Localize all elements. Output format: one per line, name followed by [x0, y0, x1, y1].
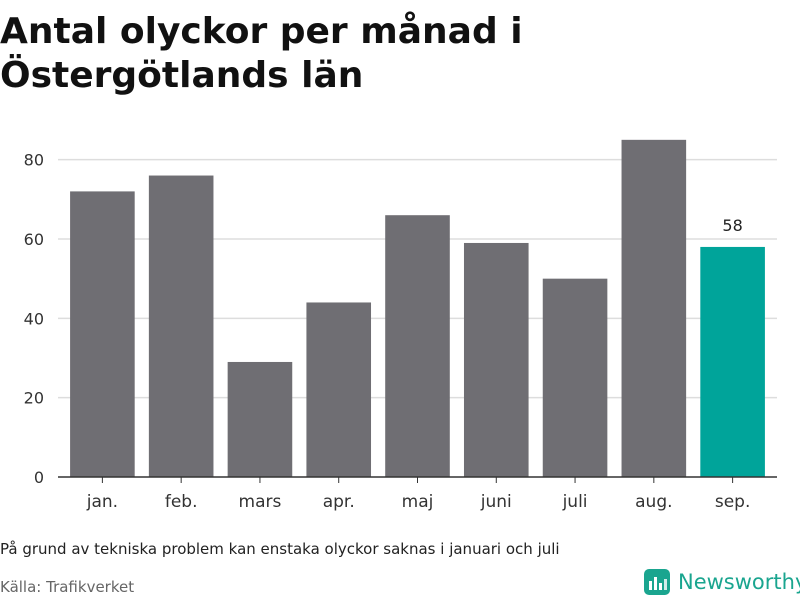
brand-name: Newsworthy: [678, 570, 800, 594]
x-tick-label: maj: [402, 492, 434, 512]
chart-title: Antal olyckor per månad i Östergötlands …: [0, 11, 523, 96]
y-axis-ticks: 0 20 40 60 80: [24, 151, 44, 487]
x-tick-label: feb.: [165, 492, 198, 512]
bars: [70, 139, 765, 478]
y-tick-label: 80: [24, 151, 44, 170]
bar-mars[interactable]: [227, 361, 293, 477]
bar-juli[interactable]: [542, 278, 608, 477]
source-credit: Källa: Trafikverket: [0, 578, 135, 596]
x-tick-label: aug.: [635, 492, 672, 512]
bar-juni[interactable]: [463, 242, 529, 477]
x-tick-label: mars: [239, 492, 282, 512]
x-axis-ticks: jan. feb. mars apr. maj juni juli aug. sep.: [86, 477, 751, 512]
bar-maj[interactable]: [385, 215, 450, 477]
footnote: På grund av tekniska problem kan enstaka…: [0, 540, 560, 558]
x-tick-label: sep.: [715, 492, 751, 512]
bar-chart-logo-icon: [644, 569, 670, 595]
y-tick-label: 60: [24, 230, 44, 249]
data-label: 58: [722, 216, 742, 235]
data-labels: 58: [722, 216, 742, 235]
x-tick-label: juli: [562, 492, 588, 512]
bar-apr[interactable]: [306, 302, 372, 477]
x-tick-label: jan.: [86, 492, 118, 512]
bar-aug[interactable]: [621, 139, 687, 478]
y-tick-label: 20: [24, 389, 44, 408]
y-tick-label: 0: [34, 468, 44, 487]
y-tick-label: 40: [24, 309, 44, 328]
bar-jan[interactable]: [70, 191, 135, 477]
bar-sep[interactable]: [700, 246, 765, 477]
x-tick-label: juni: [480, 492, 512, 512]
brand-logo[interactable]: Newsworthy: [644, 569, 800, 595]
bar-feb[interactable]: [148, 175, 214, 478]
x-tick-label: apr.: [323, 492, 355, 512]
